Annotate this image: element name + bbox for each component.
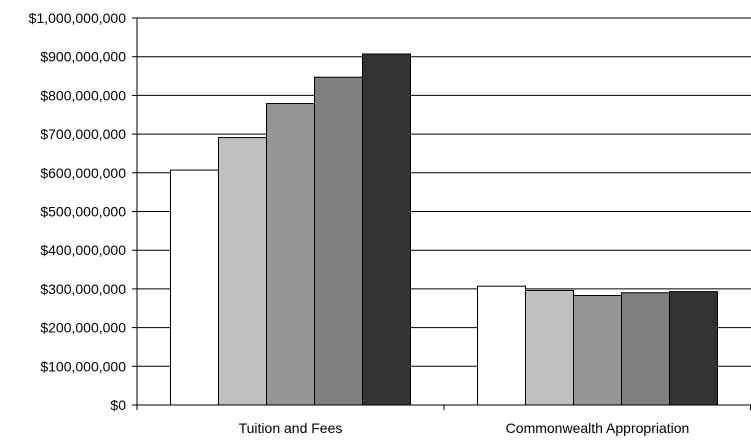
x-category-labels: Tuition and Fees Commonwealth Appropriati… — [239, 420, 690, 436]
bar — [266, 103, 315, 406]
bar — [314, 76, 363, 406]
y-tick-label: $700,000,000 — [40, 126, 126, 142]
x-category-label: Tuition and Fees — [239, 420, 343, 436]
y-tick-label: $600,000,000 — [40, 165, 126, 181]
y-tick-labels: $0 $100,000,000 $200,000,000 $300,000,000 $4… — [29, 10, 127, 413]
y-tick-label: $900,000,000 — [40, 49, 126, 65]
bar — [669, 291, 718, 406]
bar — [218, 137, 267, 406]
bar — [362, 53, 411, 406]
y-tick-label: $200,000,000 — [40, 320, 126, 336]
y-tick-label: $500,000,000 — [40, 204, 126, 220]
y-tick-label: $800,000,000 — [40, 87, 126, 103]
y-tick-label: $1,000,000,000 — [29, 10, 127, 26]
x-category-label: Commonwealth Appropriation — [506, 420, 690, 436]
bar — [170, 169, 219, 406]
y-tick-label: $300,000,000 — [40, 281, 126, 297]
y-tick-label: $100,000,000 — [40, 358, 126, 374]
bars — [170, 53, 718, 406]
y-tick-label: $0 — [110, 397, 126, 413]
bar — [477, 285, 526, 406]
bar — [573, 294, 622, 406]
bar — [525, 289, 574, 406]
axes — [132, 17, 751, 410]
y-tick-label: $400,000,000 — [40, 242, 126, 258]
bar — [621, 292, 670, 406]
